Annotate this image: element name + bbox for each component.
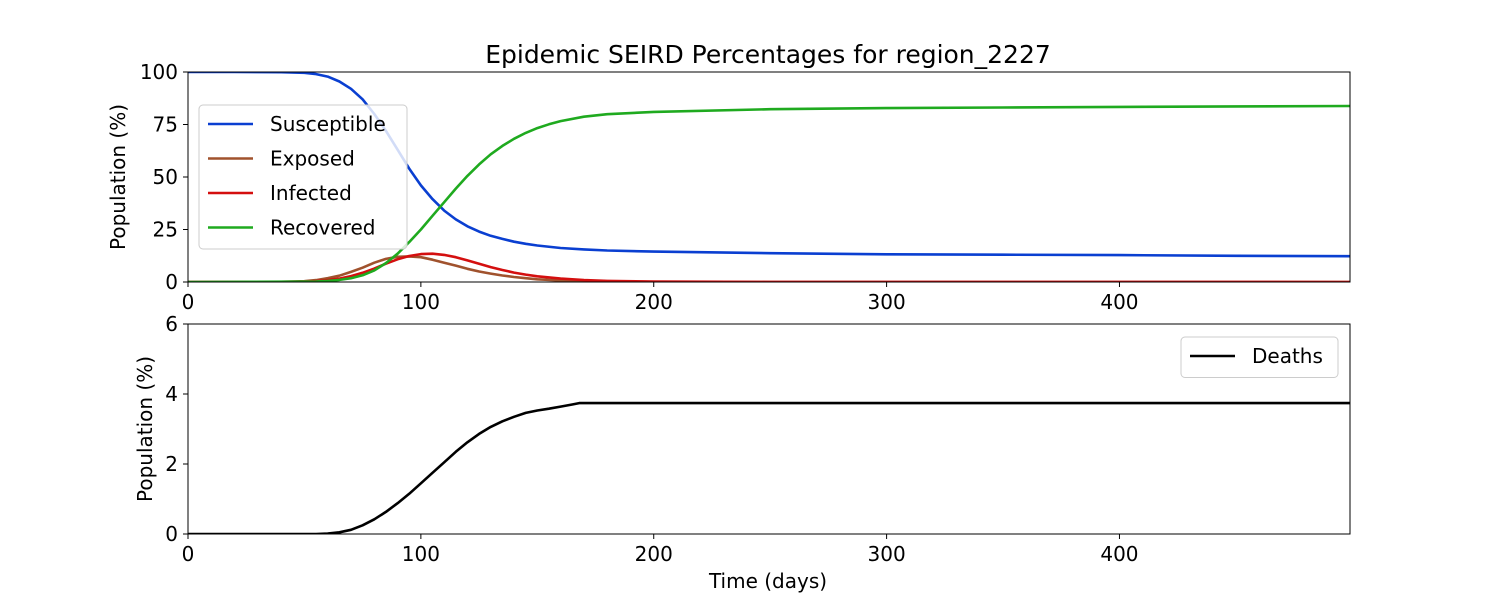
x-axis-label: Time (days) bbox=[708, 569, 827, 593]
recovered-line bbox=[188, 104, 1350, 282]
seird-y-tick-label: 0 bbox=[165, 270, 178, 294]
deaths-legend: Deaths bbox=[1180, 336, 1339, 378]
susceptible-legend-label: Susceptible bbox=[270, 112, 386, 136]
seird-axes: 0 100 200 300 400 0 25 50 75 100 bbox=[140, 60, 1351, 314]
deaths-x-tick-label: 300 bbox=[868, 542, 906, 566]
seird-x-tick-label: 200 bbox=[635, 290, 673, 314]
seird-y-tick-label: 75 bbox=[153, 113, 178, 137]
recovered-legend-label: Recovered bbox=[270, 216, 375, 240]
seird-plot: Susceptible Exposed Infected Recovered 0 100… bbox=[106, 60, 1351, 314]
deaths-y-tick-label: 2 bbox=[165, 452, 178, 476]
deaths-axes-frame bbox=[187, 323, 1351, 535]
seird-x-tick-label: 300 bbox=[868, 290, 906, 314]
seird-x-tick-label: 0 bbox=[182, 290, 195, 314]
seird-y-axis-label: Population (%) bbox=[106, 104, 130, 250]
seird-series-lines bbox=[188, 72, 1350, 282]
seird-legend: Susceptible Exposed Infected Recovered bbox=[198, 104, 408, 250]
seird-legend-box bbox=[198, 104, 408, 250]
seird-y-tick-label: 50 bbox=[153, 165, 178, 189]
deaths-legend-box bbox=[1180, 336, 1339, 378]
deaths-y-tick-label: 6 bbox=[165, 312, 178, 336]
seird-x-tick-label: 100 bbox=[402, 290, 440, 314]
chart-title: Epidemic SEIRD Percentages for region_22… bbox=[485, 40, 1051, 69]
seird-y-tick-label: 25 bbox=[153, 218, 178, 242]
deaths-x-tick-label: 100 bbox=[402, 542, 440, 566]
deaths-x-tick-label: 400 bbox=[1100, 542, 1138, 566]
deaths-x-tick-label: 0 bbox=[182, 542, 195, 566]
deaths-legend-label: Deaths bbox=[1252, 344, 1323, 368]
deaths-series-lines bbox=[188, 401, 1350, 534]
deaths-y-tick-label: 4 bbox=[165, 382, 178, 406]
deaths-x-tick-label: 200 bbox=[635, 542, 673, 566]
deaths-y-axis-label: Population (%) bbox=[133, 356, 157, 502]
deaths-axes: 0 100 200 300 400 0 2 4 6 bbox=[165, 312, 1351, 566]
seird-x-tick-label: 400 bbox=[1100, 290, 1138, 314]
infected-line bbox=[188, 252, 1350, 282]
deaths-y-tick-label: 0 bbox=[165, 522, 178, 546]
susceptible-line bbox=[188, 72, 1350, 258]
deaths-line bbox=[188, 401, 1350, 534]
seird-y-tick-label: 100 bbox=[140, 60, 178, 84]
exposed-legend-label: Exposed bbox=[270, 147, 355, 171]
infected-legend-label: Infected bbox=[270, 181, 352, 205]
exposed-line bbox=[188, 255, 1350, 282]
